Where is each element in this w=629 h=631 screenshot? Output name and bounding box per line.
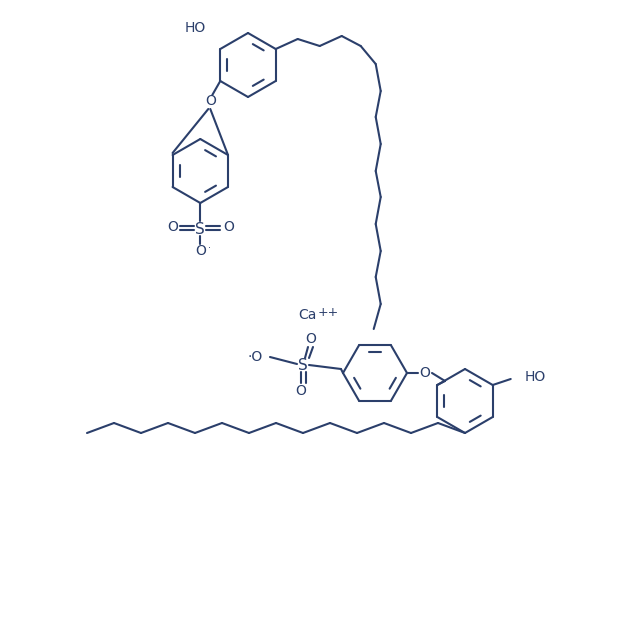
Text: O: O [195,244,206,258]
Text: O: O [205,94,216,108]
Text: ++: ++ [318,305,339,319]
Text: O: O [223,220,234,234]
Text: O: O [420,366,430,380]
Text: S: S [298,358,308,372]
Text: O: O [167,220,178,234]
Text: ‧: ‧ [208,243,211,253]
Text: O: O [296,384,306,398]
Text: O: O [306,332,316,346]
Text: S: S [196,221,205,237]
Text: HO: HO [185,21,206,35]
Text: HO: HO [525,370,546,384]
Text: Ca: Ca [298,308,316,322]
Text: ‧O: ‧O [248,350,263,364]
